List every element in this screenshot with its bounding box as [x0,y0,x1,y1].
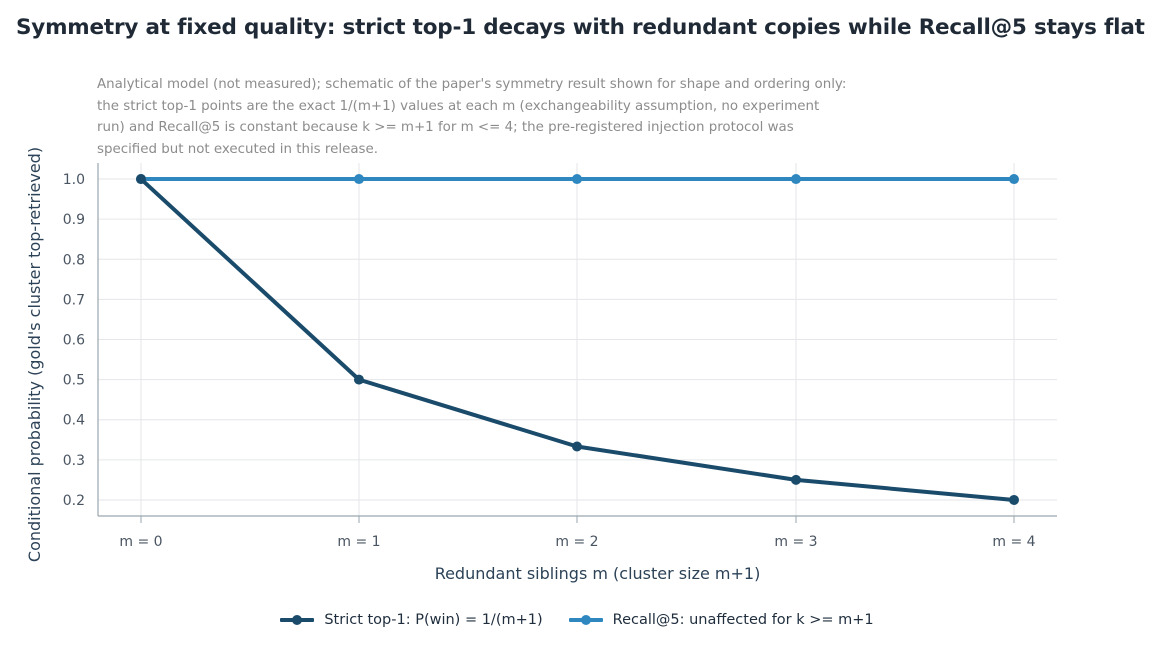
label-layer: Redundant siblings m (cluster size m+1) … [25,147,760,583]
subtitle-line-1: Analytical model (not measured); schemat… [97,77,847,92]
data-point-strict [791,474,801,485]
data-point-recall [791,174,801,185]
chart-title: Symmetry at fixed quality: strict top-1 … [16,15,1145,40]
legend-swatch-recall5 [568,613,603,627]
subtitle-line-4: specified but not executed in this relea… [97,141,378,157]
x-axis-label: Redundant siblings m (cluster size m+1) [435,564,761,583]
y-tick-label: 1.0 [63,172,85,188]
data-point-strict [136,174,146,185]
y-tick-label: 0.2 [63,493,85,509]
chart-subtitle: Analytical model (not measured); schemat… [97,74,927,160]
legend: Strict top-1: P(win) = 1/(m+1) Recall@5:… [0,612,1154,628]
legend-item-strict-top1[interactable]: Strict top-1: P(win) = 1/(m+1) [280,612,543,628]
data-point-recall [354,174,364,185]
y-tick-label: 0.9 [63,212,85,228]
data-point-recall [572,174,582,185]
y-tick-label: 0.8 [63,252,85,268]
data-point-strict [354,374,364,385]
x-tick-label: m = 0 [119,534,162,550]
legend-item-recall5[interactable]: Recall@5: unaffected for k >= m+1 [568,612,874,628]
subtitle-line-3: run) and Recall@5 is constant because k … [97,120,794,135]
data-point-strict [572,441,582,452]
x-tick-label: m = 2 [555,534,598,550]
y-tick-label: 0.5 [63,373,85,389]
legend-swatch-strict-top1 [280,613,315,627]
y-axis-label: Conditional probability (gold's cluster … [25,147,44,562]
y-tick-label: 0.3 [63,453,85,469]
y-tick-label: 0.6 [63,333,85,349]
subtitle-line-2: the strict top-1 points are the exact 1/… [97,98,820,114]
data-point-strict [1009,494,1019,505]
x-tick-label: m = 4 [992,534,1035,550]
grid-layer [98,163,1057,516]
legend-label-strict-top1: Strict top-1: P(win) = 1/(m+1) [324,612,543,628]
x-tick-label: m = 3 [774,534,817,550]
legend-label-recall5: Recall@5: unaffected for k >= m+1 [612,612,874,628]
x-tick-label: m = 1 [337,534,380,550]
y-tick-label: 0.4 [63,413,85,429]
series-layer [136,174,1019,505]
data-point-recall [1009,174,1019,185]
axis-layer: 0.2 0.3 0.4 0.5 0.6 0.7 0.8 0.9 1.0 m = 0 m = 1 m =… [63,163,1057,550]
y-tick-label: 0.7 [63,292,85,308]
